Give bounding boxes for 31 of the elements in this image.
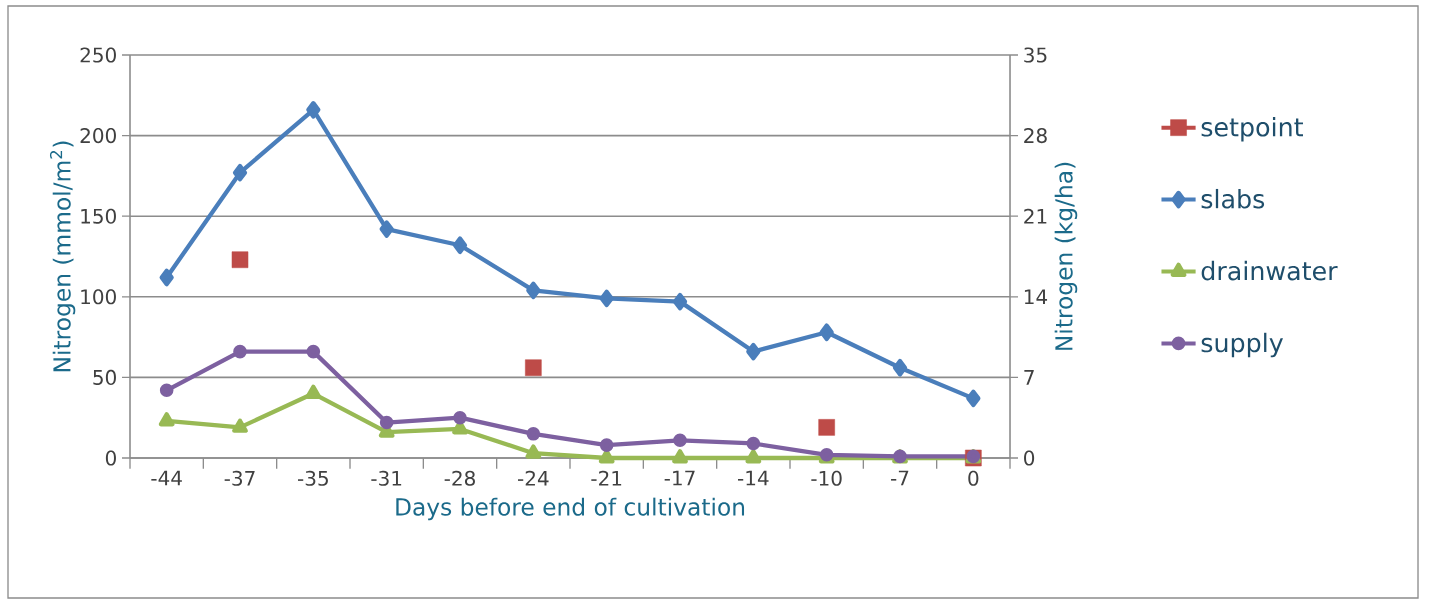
x-tick-label: -24 — [517, 470, 549, 486]
x-tick-label: -10 — [811, 470, 842, 486]
legend-label: supply — [1201, 332, 1283, 358]
y2-tick-label: 35 — [1024, 47, 1047, 63]
y2-tick-label: 7 — [1024, 370, 1034, 385]
y2-tick-label: 0 — [1024, 450, 1035, 466]
y-axis-title: Nitrogen (mmol/m$^{2}$) — [49, 141, 76, 372]
legend-label: slabs — [1201, 188, 1265, 209]
legend-label: setpoint — [1201, 117, 1304, 142]
y-tick-label: 250 — [80, 47, 116, 63]
x-tick-label: -31 — [371, 470, 402, 486]
x-tick-label: -35 — [297, 470, 328, 486]
y2-axis-title: Nitrogen (kg/ha) — [1054, 162, 1078, 350]
y-tick-label: 100 — [81, 289, 116, 305]
x-tick-label: -7 — [891, 470, 909, 486]
x-tick-label: 0 — [968, 470, 979, 486]
x-tick-label: -17 — [664, 470, 695, 486]
x-tick-label: -21 — [591, 470, 622, 486]
y2-tick-label: 14 — [1024, 289, 1048, 305]
y-tick-label: 0 — [105, 450, 116, 466]
y2-tick-label: 21 — [1024, 208, 1047, 224]
y-tick-label: 200 — [80, 128, 116, 144]
y2-tick-label: 28 — [1024, 128, 1047, 144]
x-tick-label: -14 — [737, 470, 769, 486]
y-tick-label: 150 — [81, 208, 116, 224]
x-tick-label: -37 — [224, 470, 255, 486]
x-tick-label: -28 — [444, 470, 475, 486]
legend-label: drainwater — [1201, 260, 1338, 281]
x-tick-label: -44 — [151, 470, 182, 486]
x-axis-title: Days before end of cultivation — [396, 497, 745, 521]
y-tick-label: 50 — [93, 369, 116, 385]
